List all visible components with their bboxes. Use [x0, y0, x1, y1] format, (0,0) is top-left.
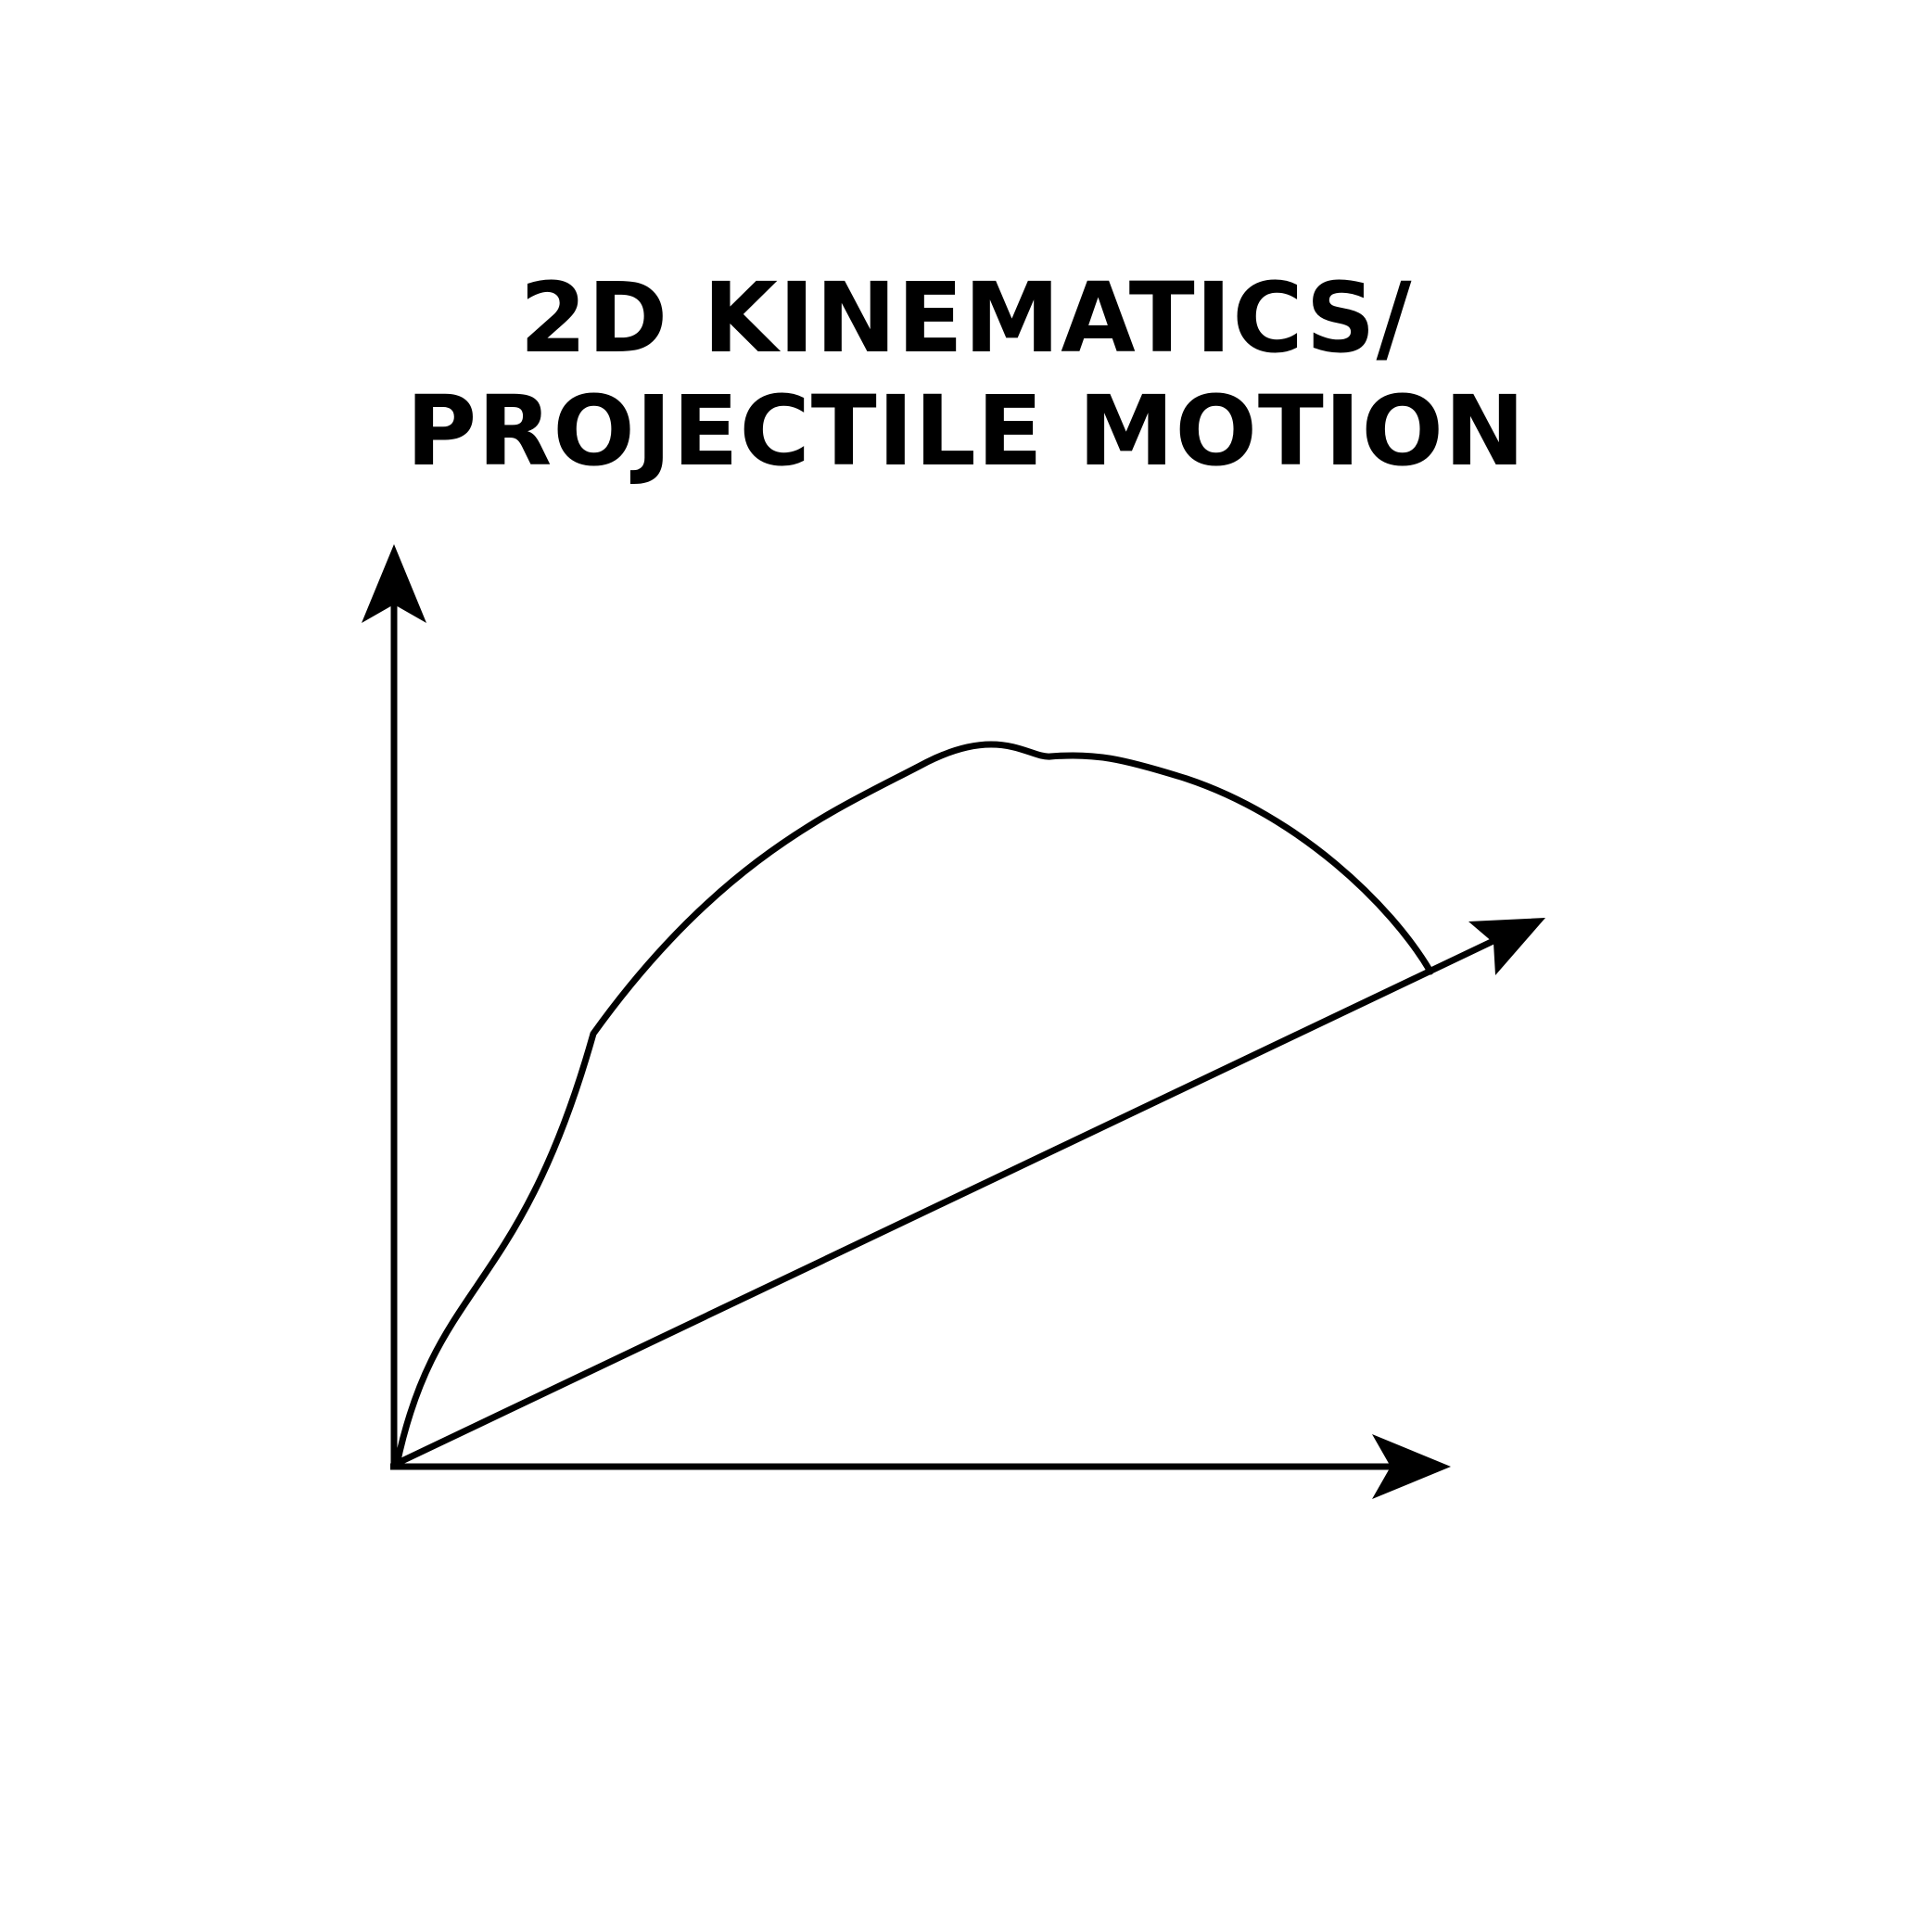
- launch-vector: [392, 935, 1499, 1468]
- diagram-title: 2D KINEMATICS/ PROJECTILE MOTION: [0, 261, 1932, 488]
- y-axis-arrowhead: [362, 544, 426, 623]
- title-line-1: 2D KINEMATICS/: [519, 261, 1413, 375]
- launch-vector-arrowhead: [1468, 918, 1545, 975]
- title-line-2: PROJECTILE MOTION: [406, 375, 1526, 488]
- trajectory-curve: [393, 741, 1434, 1468]
- x-axis-arrowhead: [1372, 1434, 1451, 1499]
